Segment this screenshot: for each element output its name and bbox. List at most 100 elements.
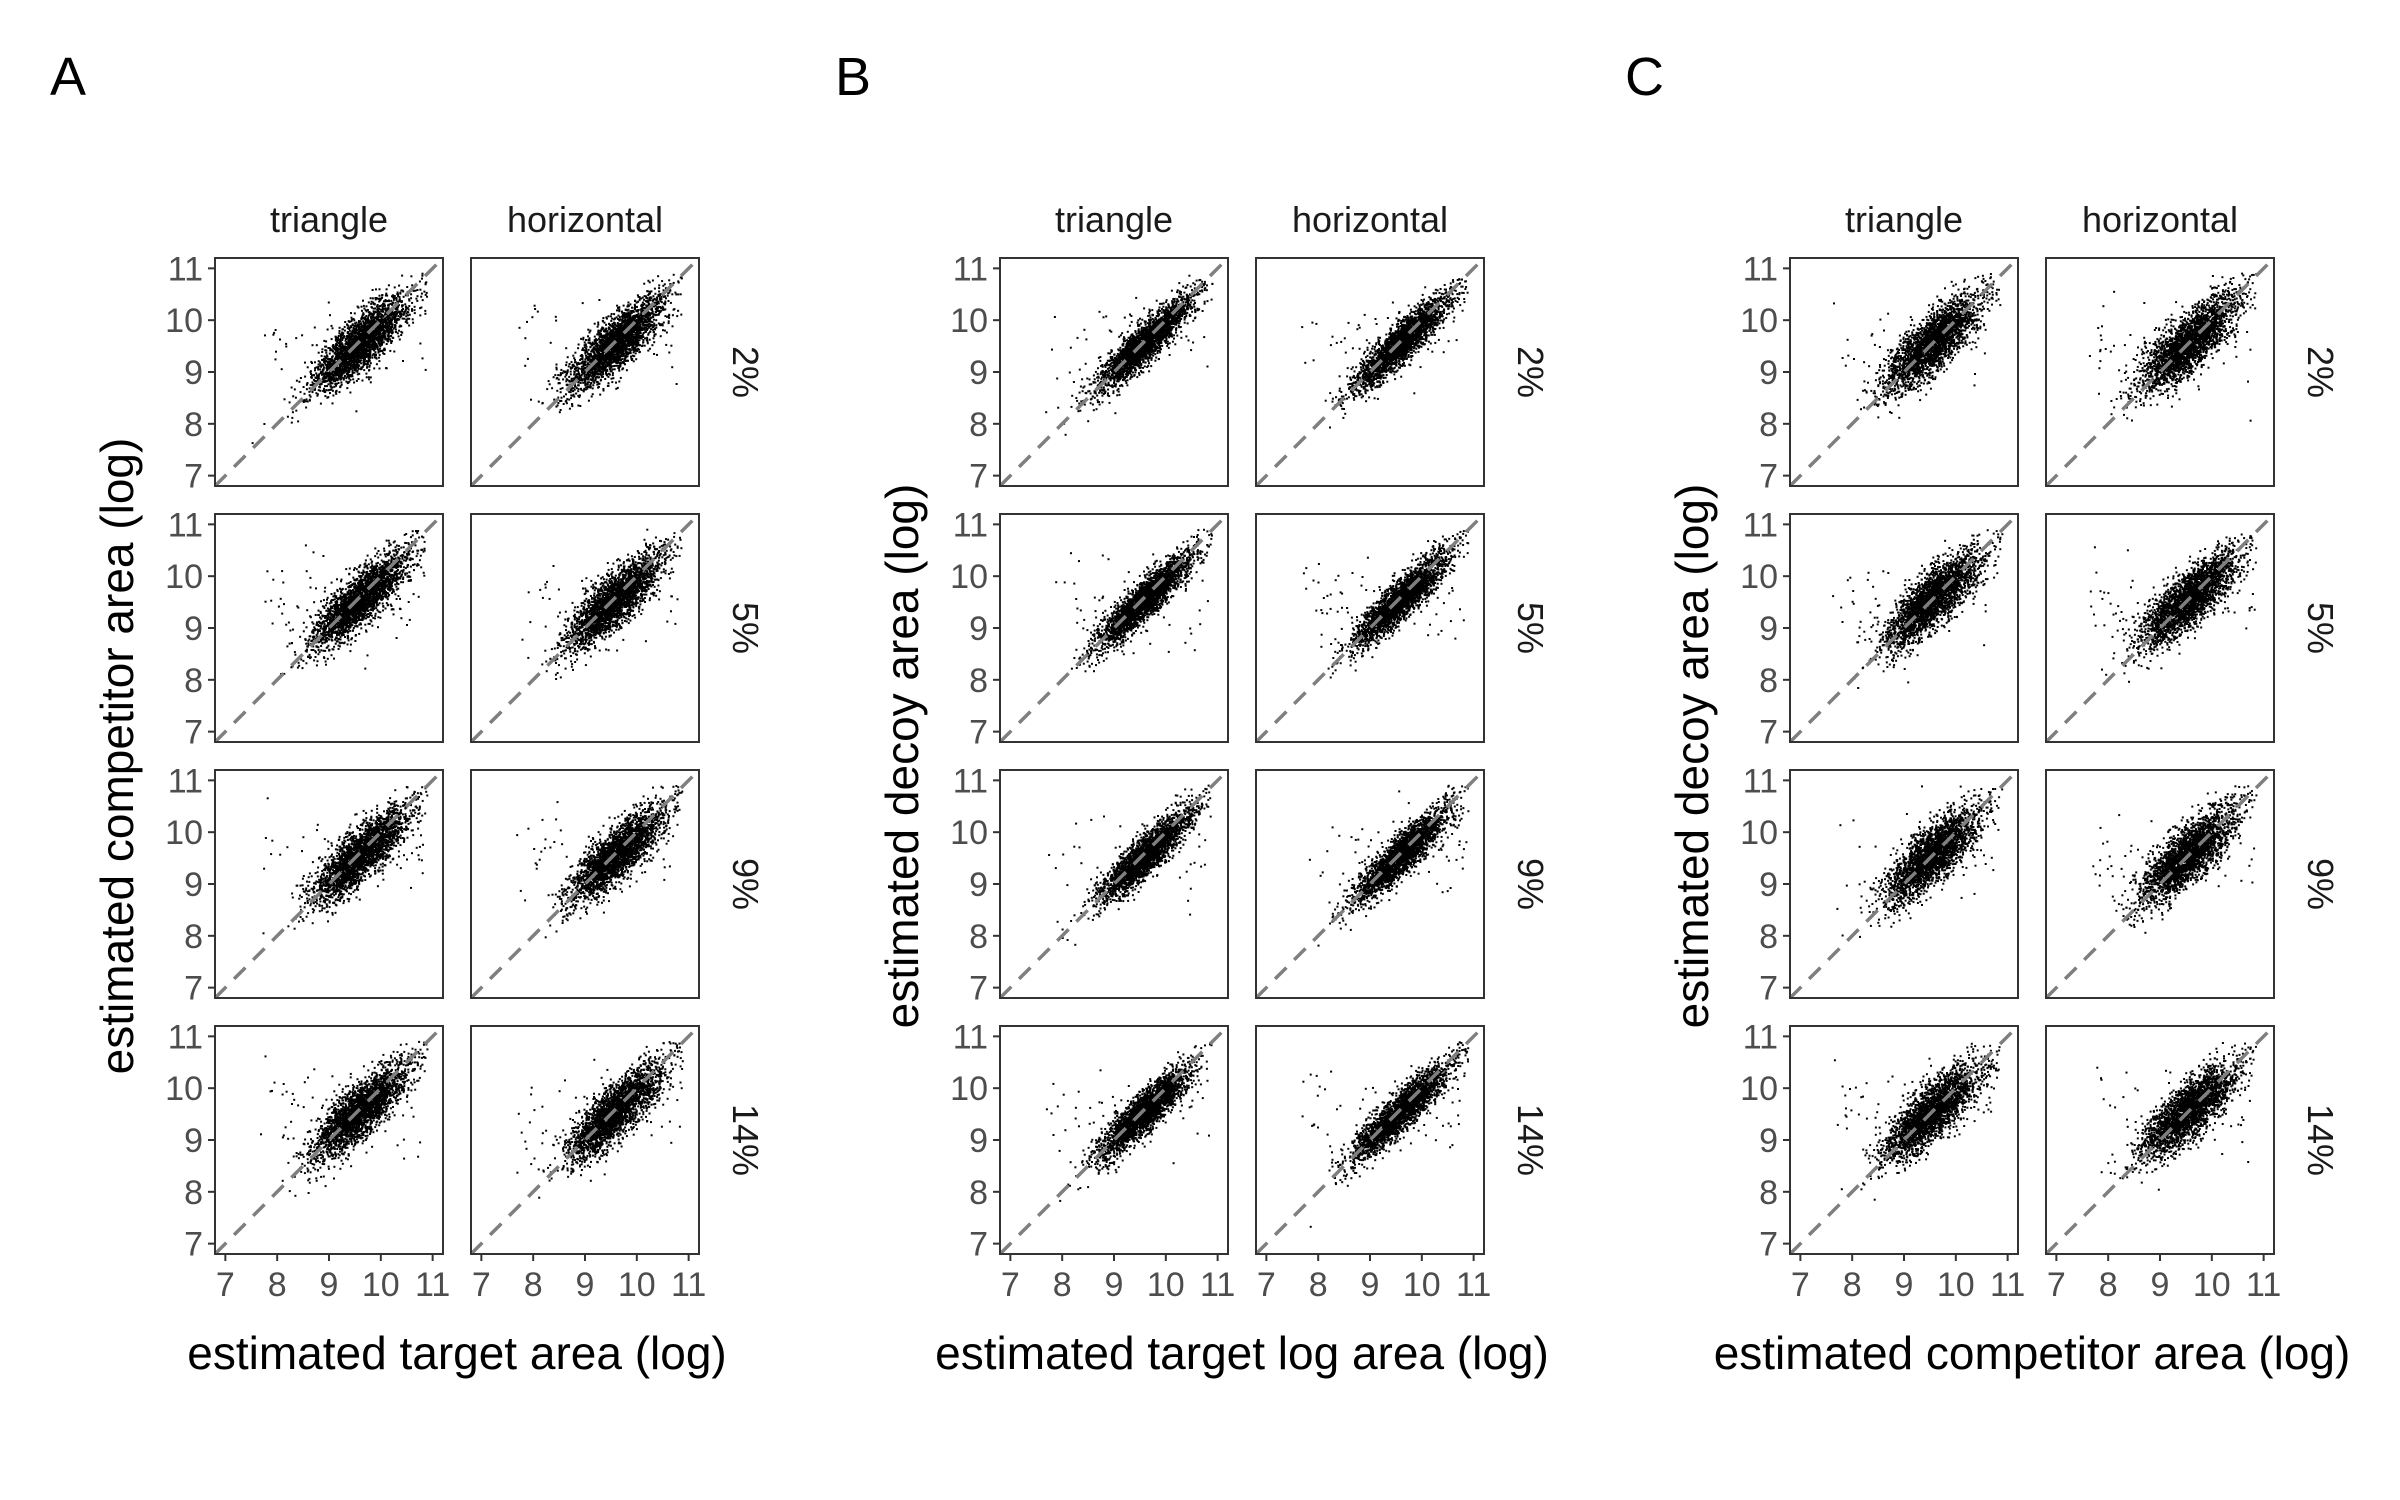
scatter-point	[295, 337, 297, 339]
scatter-point	[328, 374, 330, 376]
scatter-point	[335, 393, 337, 395]
scatter-point	[369, 341, 371, 343]
scatter-point	[421, 293, 423, 295]
scatter-point	[374, 308, 376, 310]
scatter-point	[321, 351, 323, 353]
scatter-point	[376, 309, 378, 311]
scatter-point	[353, 382, 355, 384]
scatter-point	[368, 319, 370, 321]
scatter-point	[393, 351, 395, 353]
scatter-point	[579, 405, 581, 407]
scatter-point	[349, 355, 351, 357]
scatter-point	[310, 361, 312, 363]
scatter-point	[407, 307, 409, 309]
scatter-point	[395, 325, 397, 327]
scatter-point	[325, 352, 327, 354]
scatter-point	[369, 353, 371, 355]
scatter-point	[397, 332, 399, 334]
column-strip-label: horizontal	[507, 199, 663, 240]
scatter-point	[370, 381, 372, 383]
scatter-point	[415, 298, 417, 300]
scatter-point	[417, 289, 419, 291]
scatter-point	[352, 375, 354, 377]
scatter-point	[356, 380, 358, 382]
scatter-point	[326, 397, 328, 399]
scatter-point	[408, 300, 410, 302]
scatter-point	[349, 369, 351, 371]
scatter-point	[285, 346, 287, 348]
scatter-point	[366, 345, 368, 347]
scatter-point	[346, 376, 348, 378]
scatter-point	[403, 313, 405, 315]
scatter-point	[380, 310, 382, 312]
scatter-point	[341, 364, 343, 366]
scatter-point	[343, 370, 345, 372]
scatter-point	[336, 353, 338, 355]
panel-letter: A	[50, 47, 86, 107]
scatter-point	[375, 288, 377, 290]
scatter-point	[386, 288, 388, 290]
scatter-point	[399, 292, 401, 294]
scatter-point	[378, 329, 380, 331]
scatter-point	[374, 341, 376, 343]
scatter-point	[363, 354, 365, 356]
scatter-points	[519, 274, 683, 413]
y-tick-label: 11	[168, 250, 203, 288]
scatter-point	[379, 348, 381, 350]
scatter-point	[310, 373, 312, 375]
scatter-point	[577, 347, 579, 349]
scatter-point	[331, 363, 333, 365]
scatter-point	[392, 329, 394, 331]
scatter-point	[323, 340, 325, 342]
scatter-point	[612, 377, 614, 379]
scatter-point	[386, 300, 388, 302]
scatter-point	[425, 294, 427, 296]
scatter-point	[377, 317, 379, 319]
scatter-point	[415, 290, 417, 292]
scatter-point	[424, 313, 426, 315]
scatter-point	[368, 311, 370, 313]
scatter-point	[331, 386, 333, 388]
scatter-point	[329, 361, 331, 363]
scatter-point	[358, 321, 360, 323]
scatter-point	[419, 343, 421, 345]
scatter-point	[360, 357, 362, 359]
scatter-point	[347, 364, 349, 366]
scatter-point	[306, 398, 308, 400]
scatter-point	[368, 321, 370, 323]
scatter-point	[369, 325, 371, 327]
scatter-point	[320, 383, 322, 385]
scatter-point	[292, 395, 294, 397]
scatter-point	[425, 281, 427, 283]
scatter-point	[376, 329, 378, 331]
scatter-point	[405, 306, 407, 308]
scatter-point	[388, 284, 390, 286]
scatter-point	[365, 335, 367, 337]
scatter-point	[421, 278, 423, 280]
scatter-point	[330, 383, 332, 385]
scatter-point	[403, 296, 405, 298]
scatter-point	[376, 363, 378, 365]
scatter-point	[375, 336, 377, 338]
scatter-point	[374, 320, 376, 322]
scatter-point	[406, 286, 408, 288]
scatter-point	[357, 359, 359, 361]
scatter-point	[400, 325, 402, 327]
scatter-point	[337, 338, 339, 340]
scatter-point	[325, 376, 327, 378]
scatter-point	[379, 295, 381, 297]
scatter-point	[368, 369, 370, 371]
scatter-point	[345, 350, 347, 352]
scatter-point	[339, 330, 341, 332]
scatter-point	[336, 383, 338, 385]
scatter-point	[426, 292, 428, 294]
scatter-point	[384, 349, 386, 351]
scatter-point	[311, 376, 313, 378]
scatter-point	[385, 338, 387, 340]
scatter-point	[305, 407, 307, 409]
scatter-point	[363, 335, 365, 337]
scatter-point	[346, 373, 348, 375]
scatter-point	[344, 330, 346, 332]
scatter-point	[340, 348, 342, 350]
scatter-point	[355, 359, 357, 361]
